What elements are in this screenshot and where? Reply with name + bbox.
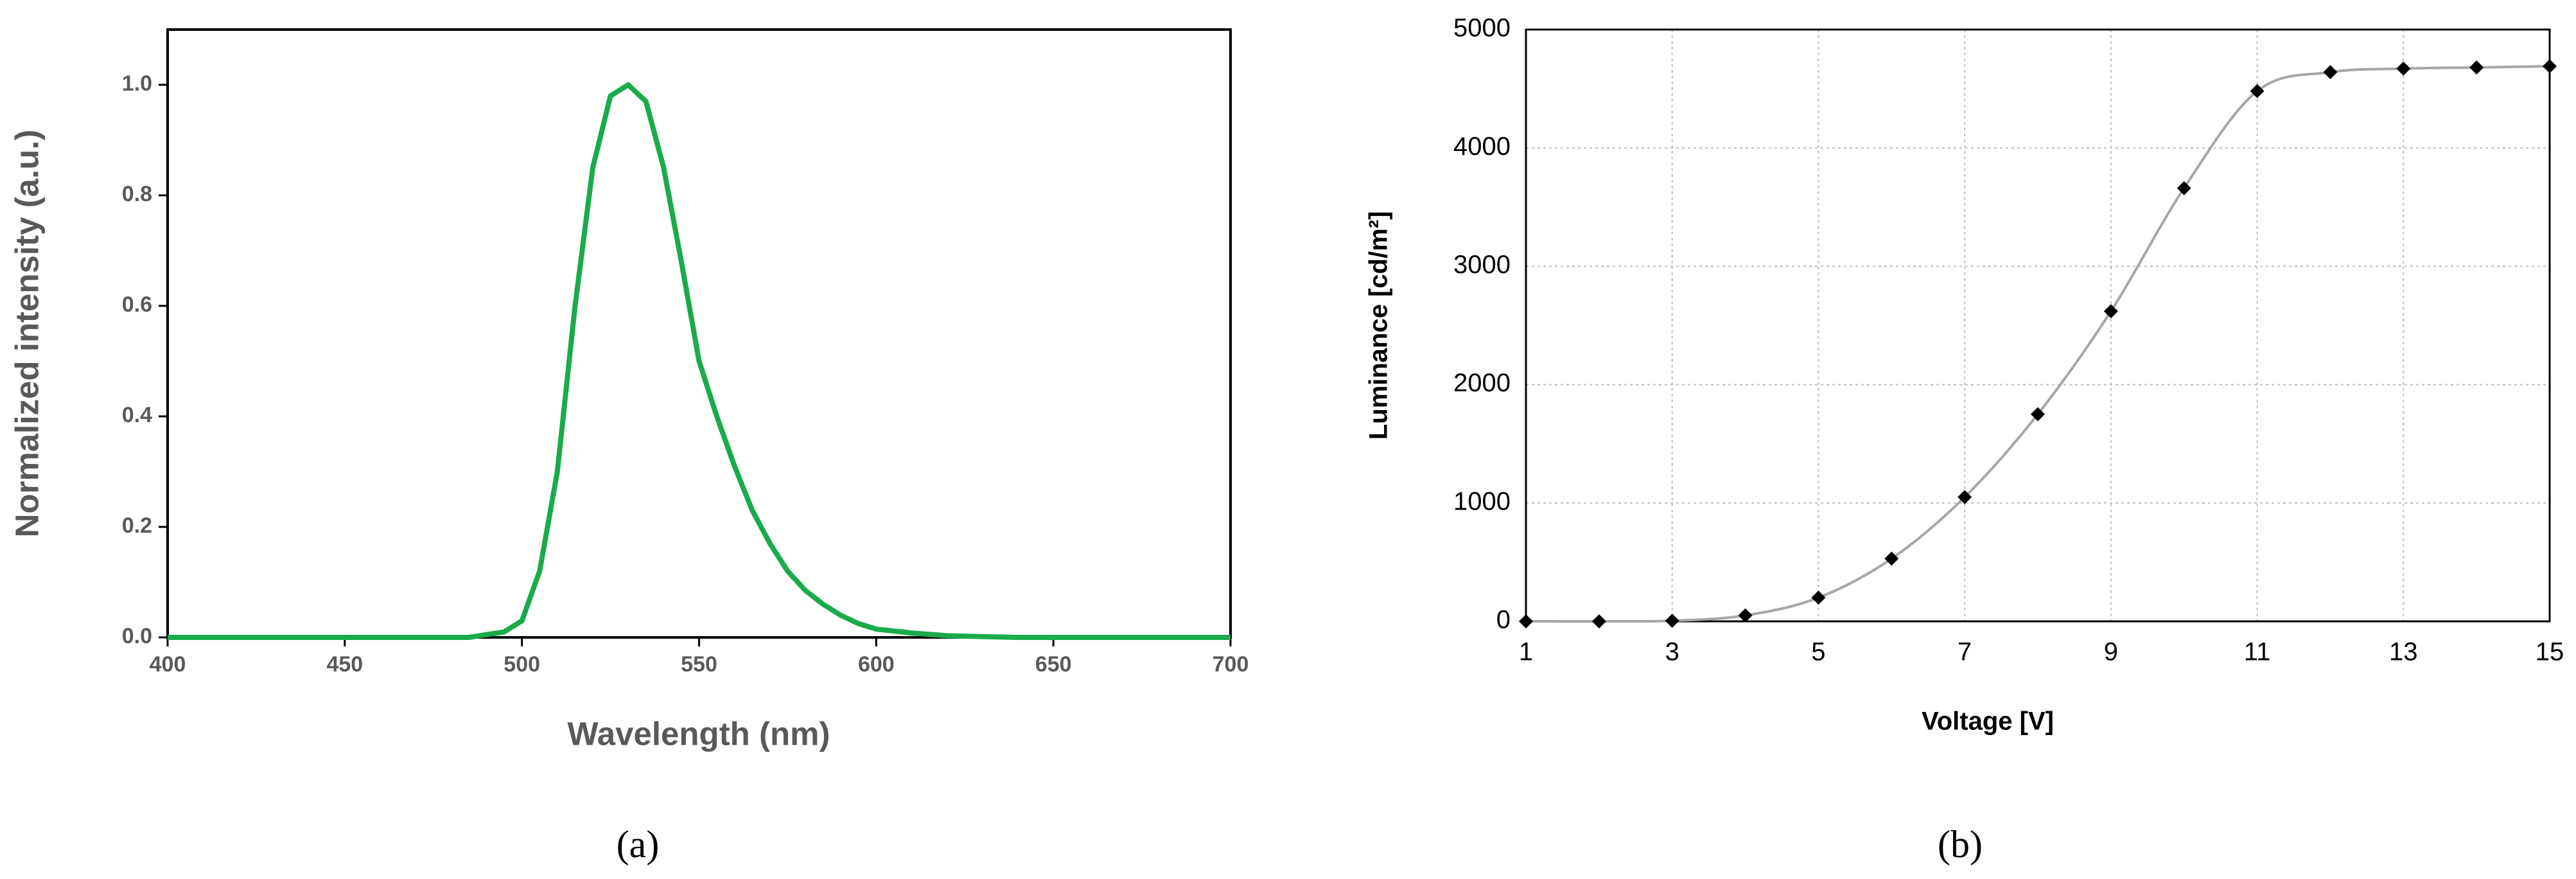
y-axis-title: Luminance [cd/m²] (1365, 211, 1393, 440)
x-tick-label: 500 (504, 652, 540, 677)
data-point (2323, 65, 2338, 80)
y-tick-label: 0.4 (122, 403, 152, 427)
y-tick-label: 2000 (1453, 369, 1511, 397)
caption: (a) (617, 823, 660, 866)
chart: 0.0 0.2 0.4 0.6 0.8 1.0 400 450 500 550 600 650 700 W… (8, 28, 1249, 866)
x-tick-label: 1 (1519, 638, 1533, 666)
x-tick-label: 650 (1035, 652, 1072, 677)
x-tick-label: 600 (858, 652, 895, 677)
data-point (2031, 407, 2045, 422)
data-point (1519, 614, 1533, 628)
y-tick-label: 0 (1496, 606, 1511, 634)
caption: (b) (1938, 823, 1983, 866)
data-point (1884, 551, 1899, 566)
x-tick-label: 13 (2389, 638, 2418, 666)
data-point (2250, 84, 2265, 98)
data-point (2543, 59, 2557, 74)
data-point (1591, 614, 1606, 628)
data-point (2177, 181, 2191, 195)
fit-line (1525, 65, 2550, 623)
y-tick-label: 5000 (1453, 14, 1511, 42)
x-tick-label: 3 (1665, 638, 1679, 666)
x-tick-label: 15 (2536, 638, 2564, 666)
data-point (2103, 304, 2118, 319)
x-tick-label: 9 (2104, 638, 2118, 666)
data-point (2469, 60, 2484, 75)
data-point (1665, 614, 1679, 628)
data-point (1958, 490, 1972, 504)
x-axis-title: Voltage [V] (1922, 707, 2054, 736)
plot-frame (166, 28, 1232, 639)
y-tick-label: 4000 (1453, 132, 1511, 161)
x-tick-label: 7 (1958, 638, 1972, 666)
y-tick-label: 3000 (1453, 251, 1511, 279)
data-point (2396, 61, 2411, 76)
data-point (1811, 590, 1826, 605)
y-axis-title: Normalized intensity (a.u.) (8, 130, 45, 538)
y-tick-label: 0.6 (122, 292, 152, 317)
y-tick-label: 1.0 (122, 71, 152, 96)
x-tick-label: 700 (1213, 652, 1249, 677)
y-tick-label: 1000 (1453, 487, 1511, 515)
plot-frame (1525, 28, 2551, 623)
x-tick-label: 5 (1811, 638, 1825, 666)
data-point (1738, 608, 1753, 623)
x-tick-label: 450 (326, 652, 363, 677)
y-tick-label: 0.2 (122, 513, 152, 538)
y-tick-label: 0.0 (122, 624, 152, 648)
x-axis-title: Wavelength (nm) (568, 715, 830, 752)
x-tick-label: 11 (2244, 638, 2271, 666)
y-tick-label: 0.8 (122, 182, 152, 206)
x-tick-label: 550 (681, 652, 717, 677)
x-tick-label: 400 (150, 652, 186, 677)
data-line (168, 82, 1231, 640)
